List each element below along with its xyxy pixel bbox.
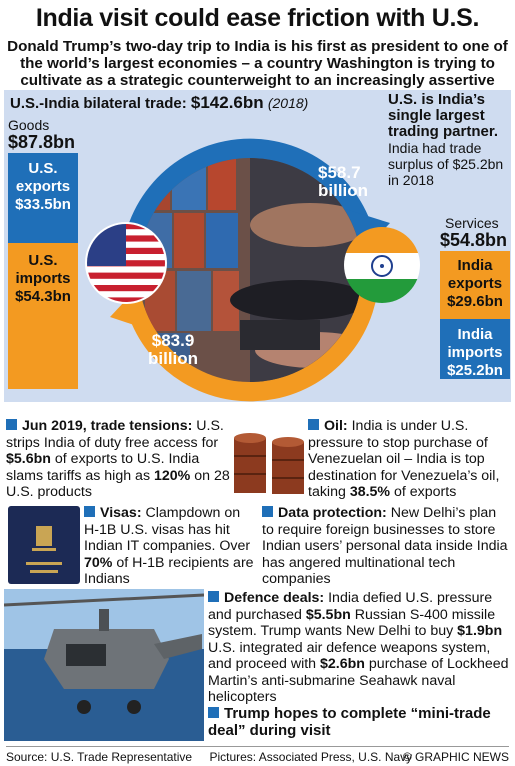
arrow-top-unit: billion: [318, 181, 369, 200]
helicopter-photo: [4, 589, 204, 741]
section-mini-deal: Trump hopes to complete “mini-trade deal…: [208, 705, 508, 739]
defence-heading: Defence deals:: [224, 590, 325, 606]
defence-value-3: $2.6bn: [320, 656, 365, 672]
bullet-square-icon: [6, 419, 17, 430]
section-trade-tensions: Jun 2019, trade tensions: U.S. strips In…: [6, 418, 234, 501]
mini-deal-heading: Trump hopes to complete “mini-trade deal…: [208, 705, 491, 739]
visas-heading: Visas:: [100, 505, 142, 521]
india-exports-value: $29.6bn: [447, 293, 503, 310]
india-exports-bar: [440, 251, 510, 319]
visas-value-1: 70%: [84, 554, 113, 571]
us-flag-icon: [85, 222, 167, 304]
arrow-bottom-unit: billion: [148, 349, 199, 368]
oil-text-2: of exports: [394, 484, 457, 500]
defence-text-1: India defied U.S. pressure and purchased: [208, 590, 493, 623]
trade-label-prefix: U.S.-India bilateral trade:: [10, 95, 187, 112]
oil-value-1: 38.5%: [349, 484, 391, 500]
bullet-square-icon: [262, 506, 273, 517]
oil-barrel-icon: [234, 433, 304, 494]
defence-text-2: Russian S-400 missile system. Trump want…: [208, 606, 496, 640]
us-imports-text: U.S. imports $54.3bn: [8, 252, 78, 306]
page-title: India visit could ease friction with U.S…: [35, 4, 480, 32]
trade-tensions-heading: Jun 2019, trade tensions:: [22, 418, 193, 434]
trade-tensions-text-3: on 28 U.S. products: [6, 467, 230, 501]
trade-label: U.S.-India bilateral trade: $142.6bn (20…: [10, 93, 308, 113]
us-imports-value: $54.3bn: [15, 288, 71, 305]
defence-value-1: $5.5bn: [305, 606, 351, 623]
arrow-top-value: $58.7: [318, 163, 361, 182]
arrow-top-label: $58.7 billion: [318, 164, 368, 200]
us-exports-label: U.S. exports: [15, 160, 71, 195]
partner-note: U.S. is India’s single largest trading p…: [388, 91, 508, 189]
trade-total: $142.6bn: [190, 93, 264, 112]
section-oil: Oil: India is under U.S. pressure to sto…: [308, 418, 512, 501]
orange-arrow-head: [110, 285, 158, 333]
bullet-square-icon: [208, 591, 219, 602]
goods-total: $87.8bn: [8, 132, 76, 152]
trade-tensions-text-2: of exports to U.S. India slams tariffs a…: [6, 451, 200, 484]
trade-tensions-value-2: 120%: [154, 467, 191, 484]
blue-arrow: [120, 138, 371, 271]
trade-tensions-text-1: U.S. strips India of duty free access fo…: [6, 418, 224, 451]
india-imports-value: $25.2bn: [447, 362, 503, 379]
footer: Source: U.S. Trade Representative Pictur…: [6, 746, 509, 764]
us-exports-bar: [8, 153, 78, 243]
bullet-square-icon: [308, 419, 319, 430]
trade-tensions-value-1: $5.6bn: [6, 451, 51, 467]
data-protection-heading: Data protection:: [278, 505, 387, 521]
trade-flow-graphic: [85, 138, 420, 402]
india-exports-text: India exports $29.6bn: [440, 257, 510, 311]
india-imports-text: India imports $25.2bn: [440, 326, 510, 380]
section-defence: Defence deals: India defied U.S. pressur…: [208, 590, 512, 706]
section-data-protection: Data protection: New Delhi’s plan to req…: [262, 505, 510, 588]
arrow-bottom-label: $83.9 billion: [148, 332, 198, 368]
arrow-bottom-value: $83.9: [151, 331, 195, 350]
visas-text-1: Clampdown on H-1B U.S. visas has hit Ind…: [84, 505, 251, 554]
partner-heading: U.S. is India’s single largest trading p…: [388, 91, 499, 140]
india-exports-label: India exports: [447, 257, 503, 292]
data-protection-text-1: New Delhi’s plan to require foreign busi…: [262, 505, 508, 587]
us-imports-bar: [8, 243, 78, 389]
trade-year: (2018): [267, 95, 309, 111]
services-total: $54.8bn: [440, 230, 508, 250]
services-label: Services: [445, 215, 499, 231]
us-imports-label: U.S. imports: [15, 252, 71, 287]
section-visas: Visas: Clampdown on H-1B U.S. visas has …: [84, 505, 254, 588]
footer-credit: © GRAPHIC NEWS: [402, 750, 509, 764]
india-imports-label: India imports: [447, 326, 503, 361]
defence-value-2: $1.9bn: [457, 623, 503, 639]
us-exports-text: U.S. exports $33.5bn: [8, 160, 78, 214]
bullet-square-icon: [208, 707, 219, 718]
partner-text: India had trade surplus of $25.2bn in 20…: [388, 140, 504, 188]
footer-pictures: Pictures: Associated Press, U.S. Navy: [209, 750, 413, 764]
goods-label: Goods: [8, 117, 50, 133]
us-exports-value: $33.5bn: [15, 196, 71, 213]
visas-text-2: of H-1B recipients are Indians: [84, 554, 254, 588]
oil-text-1: India is under U.S. pressure to stop pur…: [308, 418, 500, 500]
oil-heading: Oil:: [324, 418, 348, 434]
india-imports-bar: [440, 319, 510, 379]
footer-source: Source: U.S. Trade Representative: [6, 750, 193, 764]
defence-text-3: U.S. integrated air defence weapons syst…: [208, 639, 491, 673]
bullet-square-icon: [84, 506, 95, 517]
passport-icon: [8, 506, 80, 584]
defence-text-4: purchase of Lockheed Martin’s anti-subma…: [208, 656, 509, 705]
orange-arrow: [129, 269, 380, 402]
